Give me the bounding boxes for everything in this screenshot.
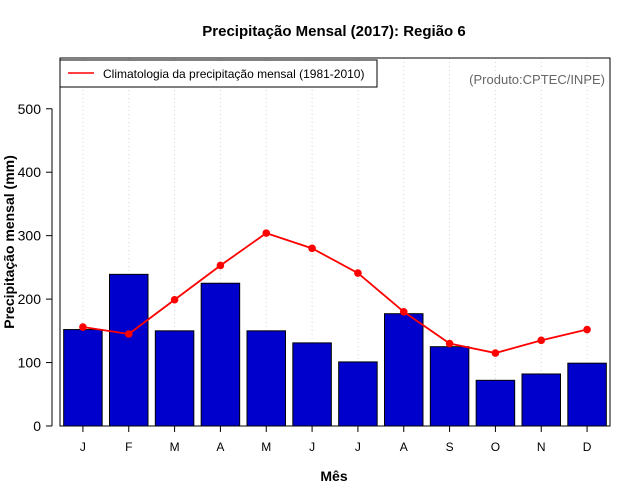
x-axis-title: Mês [320,468,347,484]
bar [109,273,149,427]
climatology-point [583,325,591,334]
source-annotation: (Produto:CPTEC/INPE) [469,72,605,87]
x-tick-label: A [216,440,224,454]
bar [292,342,332,427]
climatology-point [354,269,362,277]
vertical-grid [82,58,588,426]
bar [63,329,103,427]
bar [567,362,607,427]
chart-title: Precipitação Mensal (2017): Região 6 [202,23,465,40]
climatology-point [491,349,500,357]
x-tick-label: J [80,440,86,454]
x-tick-label: A [400,440,408,454]
climatology-point [308,244,316,253]
y-tick-label: 400 [18,164,42,180]
climatology-point [79,323,87,331]
x-tick-label: O [491,440,500,454]
x-tick-label: N [537,440,546,454]
x-tick-label: M [261,440,271,454]
climatology-point [399,307,408,316]
x-tick-label: M [170,440,180,454]
x-tick-label: J [309,440,315,454]
climatology-point [216,261,225,270]
x-tick-label: S [446,440,454,454]
bar [246,330,286,427]
legend-box [59,59,378,88]
y-axis-title: Precipitação mensal (mm) [1,155,17,329]
climatology-point [124,330,133,338]
bar-series [63,273,607,427]
plot-frame [59,57,611,427]
climatology-point [445,339,454,348]
bar [154,330,195,427]
x-tick-label: F [125,440,132,454]
climatology-point [170,295,179,304]
y-tick-label: 200 [18,291,42,307]
climatology-point [537,336,546,345]
climatology-line [82,232,588,354]
bar [384,313,424,427]
bar [521,373,561,427]
bar [429,346,470,427]
climatology-series [79,229,591,357]
y-tick-label: 500 [18,101,42,117]
bar [200,282,241,427]
legend: Climatologia da precipitação mensal (198… [59,59,378,88]
climatology-point [262,229,271,237]
y-tick-label: 0 [33,418,41,434]
y-axis: 0 100 200 300 400 500 [18,101,53,434]
bar [338,361,378,427]
y-tick-label: 300 [18,228,42,244]
x-tick-label: D [583,440,592,454]
y-tick-label: 100 [18,355,42,371]
legend-label: Climatologia da precipitação mensal (198… [103,67,364,81]
x-tick-label: J [355,440,361,454]
bar [475,379,516,427]
